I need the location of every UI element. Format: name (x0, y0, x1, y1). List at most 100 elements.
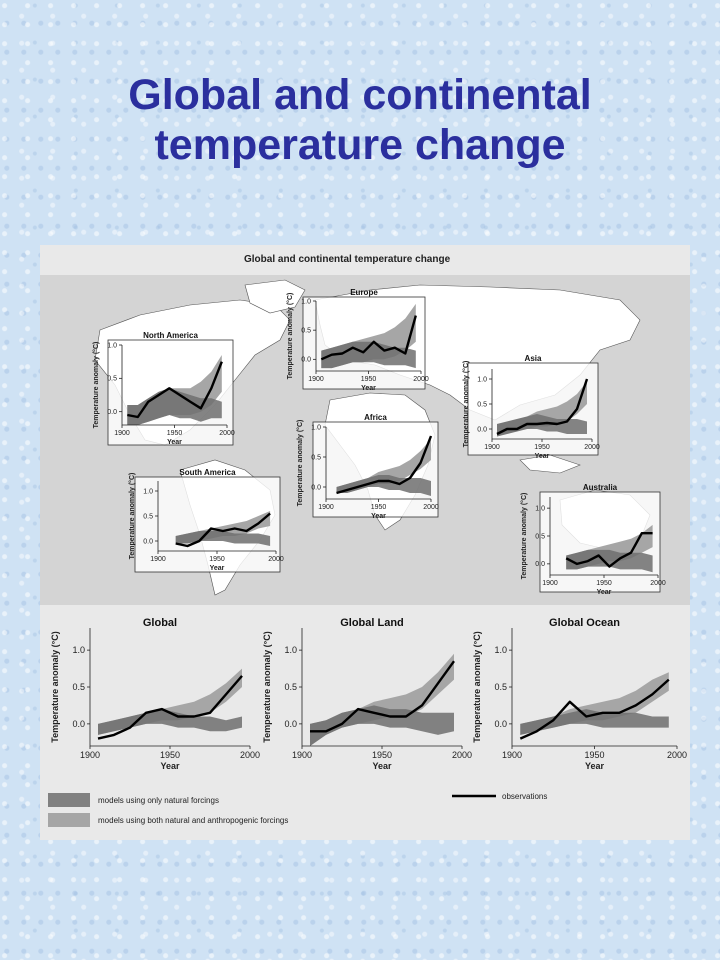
europe-xtick-label-2: 2000 (413, 376, 429, 383)
south-america-ytick-label-0: 0.0 (143, 538, 153, 545)
north-america-xtick-label-0: 1900 (114, 430, 130, 437)
europe-xtick-label-0: 1900 (308, 376, 324, 383)
global-observations-line (97, 675, 243, 740)
africa-ylabel: Temperature anomaly (°C) (296, 420, 304, 507)
global-land-ytick-label-1: 0.5 (284, 682, 297, 692)
asia-ytick-label-0: 0.0 (477, 426, 487, 433)
africa-xtick-label-0: 1900 (318, 504, 334, 511)
north-america-ytick-label-1: 0.5 (107, 376, 117, 383)
global-land-chart: 0.0 0.5 1.0 1900 1950 2000 Year Temperature ano… (262, 617, 472, 771)
north-america-ylabel: Temperature anomaly (°C) (92, 342, 100, 429)
global-land-ylabel: Temperature anomaly (°C) (262, 631, 272, 742)
africa-ytick-label-2: 1.0 (311, 424, 321, 431)
south-america-observations-line (175, 512, 271, 548)
africa-ytick-label-0: 0.0 (311, 484, 321, 491)
global-land-observations-line (310, 660, 455, 733)
africa-xlabel: Year (371, 513, 386, 520)
australia-ytick-label-1: 0.5 (535, 533, 545, 540)
australia-observations-line (565, 532, 653, 568)
europe-ytick-label-0: 0.0 (301, 357, 311, 364)
africa-ytick-label-1: 0.5 (311, 454, 321, 461)
global-ocean-ytick-label-2: 1.0 (494, 645, 507, 655)
europe-title: Europe (350, 288, 378, 297)
south-america-xtick-label-2: 2000 (268, 556, 284, 563)
asia-observations-line (496, 378, 589, 436)
figure-image: Global and continental temperature chang… (40, 245, 690, 840)
asia-title: Asia (525, 354, 542, 363)
global-land-ytick-label-0: 0.0 (284, 719, 297, 729)
global-ocean-xtick-label-1: 1950 (584, 750, 604, 760)
australia-xlabel: Year (597, 589, 612, 596)
europe-xlabel: Year (361, 385, 376, 392)
global-ytick-label-1: 0.5 (72, 682, 85, 692)
north-america-xtick-label-2: 2000 (219, 430, 235, 437)
south-america-ylabel: Temperature anomaly (°C) (128, 473, 136, 560)
north-america-band-natural (127, 388, 222, 425)
global-ocean-ytick-label-1: 0.5 (494, 682, 507, 692)
global-ocean-observations-line (519, 678, 670, 740)
global-ocean-band-natural (520, 709, 669, 735)
global-ocean-title: Global Ocean (549, 617, 620, 629)
south-america-xtick-label-0: 1900 (150, 556, 166, 563)
australia-ytick-label-2: 1.0 (535, 505, 545, 512)
north-america-chart: 0.0 0.5 1.0 1900 1950 2000 Year Temperature ano… (92, 331, 235, 446)
australia-chart: 0.0 0.5 1.0 1900 1950 2000 Year Temperature ano… (520, 483, 666, 596)
europe-xtick-label-1: 1950 (361, 376, 377, 383)
south-america-ytick-label-2: 1.0 (143, 488, 153, 495)
legend-swatch-both (48, 813, 90, 827)
south-america-chart: 0.0 0.5 1.0 1900 1950 2000 Year Temperature ano… (128, 468, 284, 573)
asia-xtick-label-0: 1900 (484, 444, 500, 451)
global-ocean-xtick-label-2: 2000 (667, 750, 687, 760)
australia-ylabel: Temperature anomaly (°C) (520, 493, 528, 580)
europe-observations-line (320, 315, 417, 361)
global-land-xtick-label-2: 2000 (452, 750, 472, 760)
north-america-ytick-label-0: 0.0 (107, 409, 117, 416)
global-land-xlabel: Year (372, 761, 392, 771)
map-indonesia (519, 454, 581, 474)
africa-chart: 0.0 0.5 1.0 1900 1950 2000 Year Temperature ano… (296, 413, 439, 520)
global-title: Global (143, 617, 177, 629)
slide-title: Global and continental temperature chang… (0, 70, 720, 170)
south-america-xtick-label-1: 1950 (209, 556, 225, 563)
global-xtick-label-1: 1950 (160, 750, 180, 760)
europe-chart: 0.0 0.5 1.0 1900 1950 2000 Year Temperature ano… (286, 288, 429, 392)
asia-band-natural (497, 414, 587, 437)
asia-ytick-label-1: 0.5 (477, 401, 487, 408)
global-ocean-chart: 0.0 0.5 1.0 1900 1950 2000 Year Temperature ano… (472, 617, 687, 771)
south-america-ytick-label-1: 0.5 (143, 513, 153, 520)
africa-title: Africa (364, 413, 387, 422)
figure-svg: Global and continental temperature chang… (40, 254, 690, 827)
north-america-ytick-label-2: 1.0 (107, 342, 117, 349)
global-ocean-xtick-label-0: 1900 (502, 750, 522, 760)
south-america-xlabel: Year (210, 565, 225, 572)
australia-band-natural (566, 549, 653, 573)
global-ocean-ytick-label-0: 0.0 (494, 719, 507, 729)
legend-label-both: models using both natural and anthropoge… (98, 816, 288, 825)
global-band-natural (98, 709, 242, 735)
global-chart: 0.0 0.5 1.0 1900 1950 2000 Year Temperature ano… (50, 617, 260, 771)
africa-observations-line (336, 435, 433, 495)
africa-xtick-label-2: 2000 (423, 504, 439, 511)
europe-ytick-label-1: 0.5 (301, 328, 311, 335)
global-ocean-xlabel: Year (585, 761, 605, 771)
north-america-observations-line (127, 361, 223, 419)
legend-label-natural: models using only natural forcings (98, 796, 219, 805)
africa-xtick-label-1: 1950 (371, 504, 387, 511)
global-xtick-label-2: 2000 (240, 750, 260, 760)
global-xlabel: Year (160, 761, 180, 771)
australia-xtick-label-2: 2000 (650, 580, 666, 587)
global-ylabel: Temperature anomaly (°C) (50, 631, 60, 742)
global-land-xtick-label-1: 1950 (372, 750, 392, 760)
legend-swatch-natural (48, 793, 90, 807)
global-land-band-natural (310, 705, 454, 746)
asia-ylabel: Temperature anomaly (°C) (462, 361, 470, 448)
legend: models using only natural forcings model… (48, 792, 547, 827)
asia-xtick-label-1: 1950 (534, 444, 550, 451)
australia-xtick-label-1: 1950 (596, 580, 612, 587)
global-ytick-label-0: 0.0 (72, 719, 85, 729)
global-xtick-label-0: 1900 (80, 750, 100, 760)
global-ytick-label-2: 1.0 (72, 645, 85, 655)
asia-ytick-label-2: 1.0 (477, 376, 487, 383)
australia-xtick-label-0: 1900 (542, 580, 558, 587)
map-greenland (244, 279, 306, 314)
